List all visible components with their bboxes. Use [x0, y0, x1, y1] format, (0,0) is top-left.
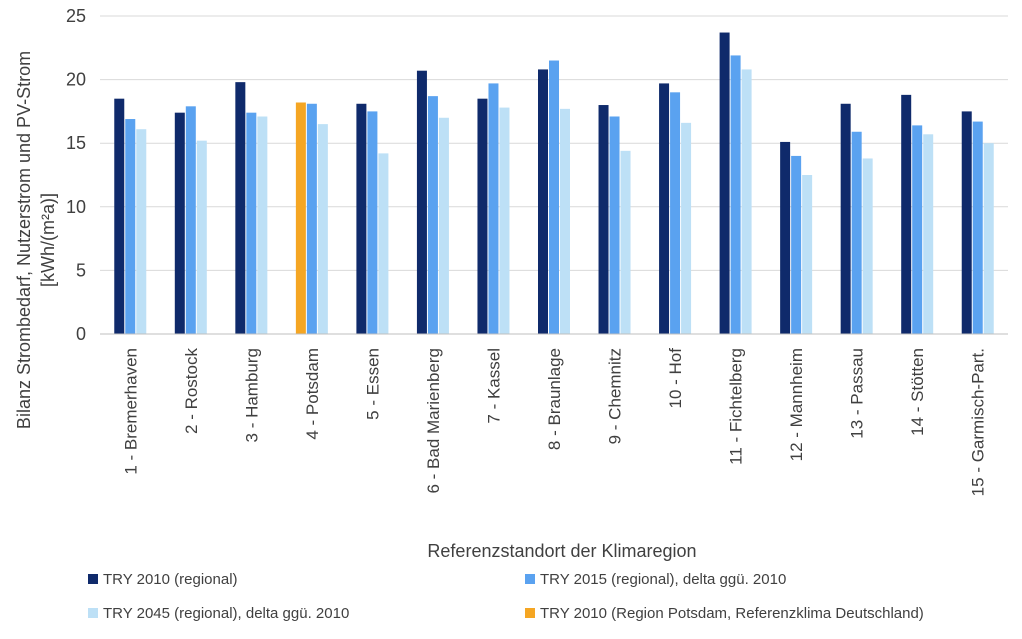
legend-item-label: TRY 2010 (Region Potsdam, Referenzklima …: [540, 605, 924, 622]
bar-1-3: [235, 82, 246, 334]
bar-3-15: [983, 143, 994, 334]
bar-2-11: [730, 55, 741, 334]
bar-3-10: [681, 122, 692, 335]
bar-1-14: [901, 94, 912, 334]
bar-3-12: [802, 175, 813, 334]
axes: 0 5 10 15 20 25 1 - Bremerhaven 2 - Rostock 3 - …: [66, 6, 1008, 496]
legend-swatch: [88, 608, 98, 618]
x-category-label: 4 - Potsdam: [303, 348, 322, 440]
legend-item-label: TRY 2015 (regional), delta ggü. 2010: [540, 571, 786, 588]
bar-2-6: [427, 96, 438, 334]
bar-1-12: [780, 141, 791, 334]
y-tick-label: 0: [76, 324, 86, 344]
legend: TRY 2010 (regional) TRY 2015 (regional), …: [88, 571, 924, 622]
x-category-label: 6 - Bad Marienberg: [424, 348, 443, 494]
bar-3-4: [317, 124, 328, 335]
legend-swatch: [525, 608, 535, 618]
bar-1-11: [719, 32, 730, 334]
bar-3-8: [560, 108, 570, 334]
x-axis-title: Referenzstandort der Klimaregion: [427, 541, 696, 561]
bar-1-15: [961, 111, 972, 335]
bars: [114, 32, 994, 335]
x-category-label: 9 - Chemnitz: [606, 348, 625, 444]
x-category-label: 14 - Stötten: [908, 348, 927, 436]
bar-1-5: [356, 103, 367, 334]
x-category-label: 7 - Kassel: [484, 348, 503, 424]
bar-1-7: [477, 98, 488, 335]
bar-2-2: [185, 106, 196, 334]
x-category-label: 11 - Fichtelberg: [727, 348, 746, 465]
bar-3-11: [741, 69, 752, 334]
bar-2-14: [912, 125, 923, 334]
x-category-label: 12 - Mannheim: [787, 348, 806, 461]
y-tick-label: 10: [66, 197, 86, 217]
x-category-label: 15 - Garmisch-Part.: [969, 348, 988, 496]
bar-2-5: [367, 111, 378, 335]
bar-1-8: [538, 69, 548, 334]
bar-1-6: [416, 70, 427, 335]
x-category-label: 5 - Essen: [363, 348, 382, 420]
legend-item-label: TRY 2010 (regional): [103, 571, 238, 588]
x-category-label: 8 - Braunlage: [545, 348, 564, 450]
bar-3-9: [620, 150, 631, 334]
bar-2-7: [488, 83, 499, 334]
x-category-label: 10 - Hof: [666, 348, 685, 409]
y-tick-label: 5: [76, 260, 86, 280]
bar-1-10: [659, 83, 670, 334]
bar-1-1: [114, 98, 125, 335]
x-category-label: 13 - Passau: [848, 348, 867, 439]
y-tick-label: 20: [66, 70, 86, 90]
bar-2-12: [791, 155, 802, 334]
x-category-label: 2 - Rostock: [182, 348, 201, 434]
legend-item-label: TRY 2045 (regional), delta ggü. 2010: [103, 605, 349, 622]
bar-3-13: [862, 158, 873, 334]
bar-2-3: [246, 112, 257, 334]
bar-1-9: [598, 105, 609, 334]
legend-swatch: [88, 574, 98, 584]
bar-3-3: [257, 116, 268, 334]
bar-1-13: [840, 103, 851, 334]
bar-3-14: [923, 134, 934, 334]
bar-2-4: [306, 103, 317, 334]
bar-2-13: [851, 131, 862, 334]
bar-2-8: [549, 60, 559, 335]
bar-3-7: [499, 107, 510, 334]
bar-2-15: [972, 121, 983, 335]
bar-3-6: [438, 117, 449, 334]
legend-swatch: [525, 574, 535, 584]
bar-2-10: [670, 92, 681, 334]
y-axis-title-line2: [kWh/(m²a)]: [38, 193, 58, 287]
bar-3-2: [196, 140, 207, 334]
x-category-label: 3 - Hamburg: [242, 348, 261, 442]
y-tick-label: 15: [66, 133, 86, 153]
y-axis-title-line1: Bilanz Strombedarf, Nutzerstrom und PV-S…: [14, 51, 34, 429]
y-tick-label: 25: [66, 6, 86, 26]
x-category-label: 1 - Bremerhaven: [121, 348, 140, 475]
bar-3-1: [136, 129, 147, 334]
bar-2-1: [125, 119, 136, 334]
bar-1-4: [295, 102, 306, 334]
bar-2-9: [609, 116, 620, 334]
bar-3-5: [378, 153, 389, 334]
bar-1-2: [174, 112, 185, 334]
